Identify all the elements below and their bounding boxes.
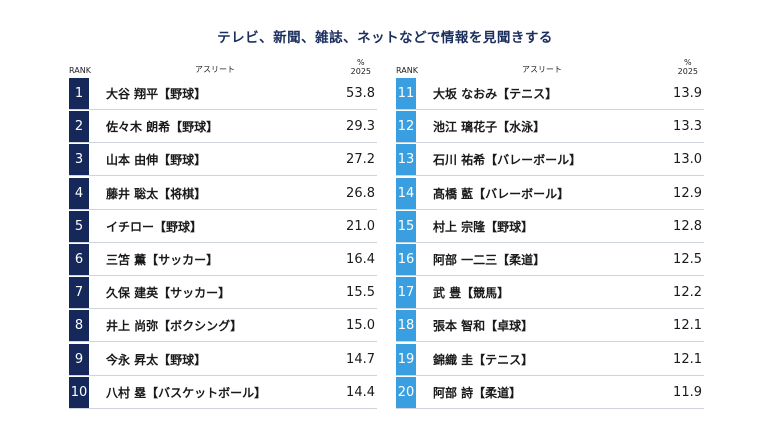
rank-badge: 10	[69, 376, 89, 408]
athlete-name: 武 豊【競馬】	[433, 286, 510, 301]
percent-value: 12.5	[673, 251, 702, 267]
rank-badge: 19	[396, 343, 416, 375]
rank-badge: 9	[69, 343, 89, 375]
rank-badge: 4	[69, 177, 89, 209]
table-header: RANK アスリート % 2025	[69, 56, 377, 78]
athlete-name: 三笘 薫【サッカー】	[106, 252, 219, 267]
table-row: 6 三笘 薫【サッカー】 16.4	[69, 243, 377, 276]
rank-badge: 15	[396, 210, 416, 242]
percent-value: 12.8	[673, 218, 702, 234]
table-row: 14 髙橋 藍【バレーボール】 12.9	[396, 177, 704, 210]
table-row: 20 阿部 詩【柔道】 11.9	[396, 376, 704, 409]
percent-value: 13.9	[673, 86, 702, 101]
rank-badge: 11	[396, 78, 416, 109]
table-row: 11 大坂 なおみ【テニス】 13.9	[396, 78, 704, 110]
athlete-name: 大坂 なおみ【テニス】	[433, 87, 558, 101]
percent-value: 12.1	[673, 318, 702, 334]
table-row: 3 山本 由伸【野球】 27.2	[69, 144, 377, 177]
percent-value: 13.3	[673, 119, 702, 135]
athlete-name: 藤井 聡太【将棋】	[106, 186, 207, 201]
athlete-name: 今永 昇太【野球】	[106, 352, 207, 367]
percent-value: 12.2	[673, 285, 702, 301]
table-row: 4 藤井 聡太【将棋】 26.8	[69, 177, 377, 210]
percent-value: 11.9	[673, 384, 702, 400]
athlete-name: 村上 宗隆【野球】	[433, 219, 534, 234]
header-value: % 2025	[678, 58, 698, 76]
table-row: 1 大谷 翔平【野球】 53.8	[69, 78, 377, 110]
athlete-name: 阿部 詩【柔道】	[433, 385, 522, 400]
athlete-name: 池江 璃花子【水泳】	[433, 120, 546, 135]
table-header: RANK アスリート % 2025	[396, 56, 704, 78]
percent-value: 14.4	[346, 384, 375, 400]
percent-value: 16.4	[346, 251, 375, 267]
header-year: 2025	[350, 67, 371, 76]
header-athlete: アスリート	[195, 65, 235, 74]
athlete-name: 石川 祐希【バレーボール】	[433, 153, 582, 168]
rank-badge: 13	[396, 144, 416, 176]
rank-badge: 6	[69, 243, 89, 275]
percent-value: 21.0	[346, 218, 375, 234]
percent-value: 15.0	[346, 318, 375, 334]
rank-badge: 5	[69, 210, 89, 242]
rank-badge: 3	[69, 144, 89, 176]
athlete-name: 八村 塁【バスケットボール】	[106, 385, 267, 400]
header-value: % 2025	[351, 58, 371, 76]
athlete-name: 髙橋 藍【バレーボール】	[433, 186, 570, 201]
table-row: 5 イチロー【野球】 21.0	[69, 210, 377, 243]
table-row: 19 錦織 圭【テニス】 12.1	[396, 343, 704, 376]
percent-value: 13.0	[673, 152, 702, 168]
athlete-name: 大谷 翔平【野球】	[106, 87, 207, 101]
table-row: 16 阿部 一二三【柔道】 12.5	[396, 243, 704, 276]
header-athlete: アスリート	[522, 65, 562, 74]
percent-value: 53.8	[346, 86, 375, 101]
rank-badge: 8	[69, 310, 89, 342]
percent-value: 12.1	[673, 351, 702, 367]
rank-badge: 16	[396, 243, 416, 275]
athlete-name: 井上 尚弥【ボクシング】	[106, 319, 243, 334]
table-row: 10 八村 塁【バスケットボール】 14.4	[69, 376, 377, 409]
rank-badge: 2	[69, 111, 89, 143]
rank-badge: 18	[396, 310, 416, 342]
percent-value: 12.9	[673, 185, 702, 201]
athlete-name: 佐々木 朗希【野球】	[106, 120, 219, 135]
percent-value: 27.2	[346, 152, 375, 168]
rank-badge: 1	[69, 78, 89, 109]
header-unit: %	[357, 58, 365, 67]
athlete-name: 久保 建英【サッカー】	[106, 286, 231, 301]
header-year: 2025	[677, 67, 698, 76]
rank-badge: 7	[69, 277, 89, 309]
percent-value: 29.3	[346, 119, 375, 135]
table-row: 15 村上 宗隆【野球】 12.8	[396, 210, 704, 243]
table-row: 9 今永 昇太【野球】 14.7	[69, 343, 377, 376]
page-title: テレビ、新聞、雑誌、ネットなどで情報を見聞きする	[217, 30, 553, 46]
table-row: 8 井上 尚弥【ボクシング】 15.0	[69, 310, 377, 343]
athlete-name: イチロー【野球】	[106, 219, 203, 234]
table-row: 17 武 豊【競馬】 12.2	[396, 277, 704, 310]
header-rank: RANK	[69, 66, 91, 75]
ranking-panel-left: RANK アスリート % 2025 1 大谷 翔平【野球】 53.8 2 佐々木 朗希【…	[69, 56, 377, 410]
ranking-rows-right: 11 大坂 なおみ【テニス】 13.9 12 池江 璃花子【水泳】 13.3 13 石川 祐希…	[396, 78, 704, 409]
percent-value: 15.5	[346, 285, 375, 301]
athlete-name: 錦織 圭【テニス】	[433, 352, 534, 367]
percent-value: 26.8	[346, 185, 375, 201]
table-row: 12 池江 璃花子【水泳】 13.3	[396, 111, 704, 144]
athlete-name: 山本 由伸【野球】	[106, 153, 207, 168]
header-rank: RANK	[396, 66, 418, 75]
table-row: 18 張本 智和【卓球】 12.1	[396, 310, 704, 343]
rank-badge: 20	[396, 376, 416, 408]
table-row: 13 石川 祐希【バレーボール】 13.0	[396, 144, 704, 177]
rank-badge: 17	[396, 277, 416, 309]
table-row: 7 久保 建英【サッカー】 15.5	[69, 277, 377, 310]
athlete-name: 阿部 一二三【柔道】	[433, 252, 546, 267]
athlete-name: 張本 智和【卓球】	[433, 319, 534, 334]
table-row: 2 佐々木 朗希【野球】 29.3	[69, 111, 377, 144]
percent-value: 14.7	[346, 351, 375, 367]
ranking-panel-right: RANK アスリート % 2025 11 大坂 なおみ【テニス】 13.9 12 池江 …	[396, 56, 704, 410]
rank-badge: 14	[396, 177, 416, 209]
ranking-rows-left: 1 大谷 翔平【野球】 53.8 2 佐々木 朗希【野球】 29.3 3 山本 由伸【野球】 2…	[69, 78, 377, 409]
rank-badge: 12	[396, 111, 416, 143]
header-unit: %	[684, 58, 692, 67]
